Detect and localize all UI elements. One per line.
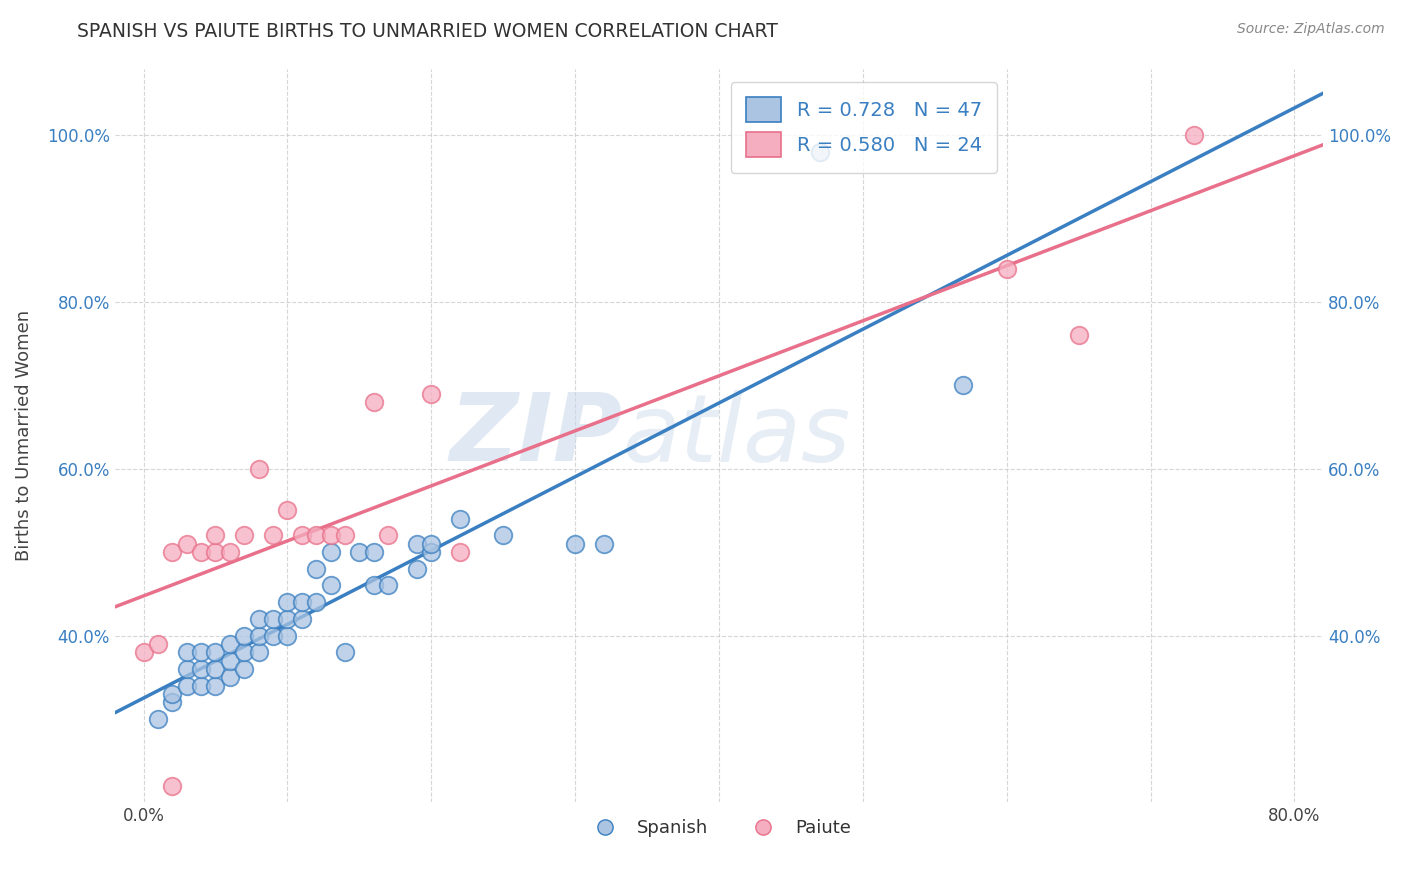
- Point: [333, 645, 356, 659]
- Legend: Spanish, Paiute: Spanish, Paiute: [579, 812, 858, 845]
- Point: [233, 528, 256, 542]
- Text: ZIP: ZIP: [450, 390, 623, 482]
- Point: [218, 653, 240, 667]
- Point: [204, 662, 226, 676]
- Point: [218, 637, 240, 651]
- Point: [190, 545, 212, 559]
- Point: [319, 578, 342, 592]
- Point: [592, 537, 614, 551]
- Point: [233, 662, 256, 676]
- Point: [449, 512, 471, 526]
- Point: [449, 545, 471, 559]
- Point: [247, 628, 270, 642]
- Point: [492, 528, 515, 542]
- Point: [162, 687, 184, 701]
- Point: [262, 612, 284, 626]
- Point: [363, 545, 385, 559]
- Point: [291, 612, 314, 626]
- Point: [276, 503, 298, 517]
- Point: [204, 679, 226, 693]
- Point: [233, 645, 256, 659]
- Point: [218, 670, 240, 684]
- Point: [405, 562, 427, 576]
- Point: [247, 612, 270, 626]
- Point: [995, 261, 1018, 276]
- Point: [1182, 128, 1205, 143]
- Point: [204, 545, 226, 559]
- Point: [305, 562, 328, 576]
- Point: [276, 595, 298, 609]
- Point: [276, 628, 298, 642]
- Point: [952, 378, 974, 392]
- Point: [377, 578, 399, 592]
- Point: [176, 662, 198, 676]
- Point: [247, 462, 270, 476]
- Point: [218, 545, 240, 559]
- Point: [377, 528, 399, 542]
- Point: [190, 645, 212, 659]
- Y-axis label: Births to Unmarried Women: Births to Unmarried Women: [15, 310, 32, 561]
- Point: [190, 662, 212, 676]
- Point: [276, 612, 298, 626]
- Point: [262, 628, 284, 642]
- Text: atlas: atlas: [623, 390, 851, 481]
- Point: [333, 528, 356, 542]
- Point: [176, 537, 198, 551]
- Point: [405, 537, 427, 551]
- Point: [291, 595, 314, 609]
- Point: [176, 679, 198, 693]
- Point: [204, 645, 226, 659]
- Point: [319, 545, 342, 559]
- Point: [233, 628, 256, 642]
- Point: [363, 395, 385, 409]
- Point: [190, 679, 212, 693]
- Point: [291, 528, 314, 542]
- Text: Source: ZipAtlas.com: Source: ZipAtlas.com: [1237, 22, 1385, 37]
- Text: SPANISH VS PAIUTE BIRTHS TO UNMARRIED WOMEN CORRELATION CHART: SPANISH VS PAIUTE BIRTHS TO UNMARRIED WO…: [77, 22, 778, 41]
- Point: [363, 578, 385, 592]
- Point: [564, 537, 586, 551]
- Point: [247, 645, 270, 659]
- Point: [420, 537, 443, 551]
- Point: [204, 528, 226, 542]
- Point: [162, 695, 184, 709]
- Point: [262, 528, 284, 542]
- Point: [319, 528, 342, 542]
- Point: [1067, 328, 1090, 343]
- Point: [162, 779, 184, 793]
- Point: [808, 145, 831, 159]
- Point: [162, 545, 184, 559]
- Point: [305, 528, 328, 542]
- Point: [146, 712, 169, 726]
- Point: [420, 545, 443, 559]
- Point: [305, 595, 328, 609]
- Point: [132, 645, 155, 659]
- Point: [349, 545, 371, 559]
- Point: [146, 637, 169, 651]
- Point: [176, 645, 198, 659]
- Point: [420, 386, 443, 401]
